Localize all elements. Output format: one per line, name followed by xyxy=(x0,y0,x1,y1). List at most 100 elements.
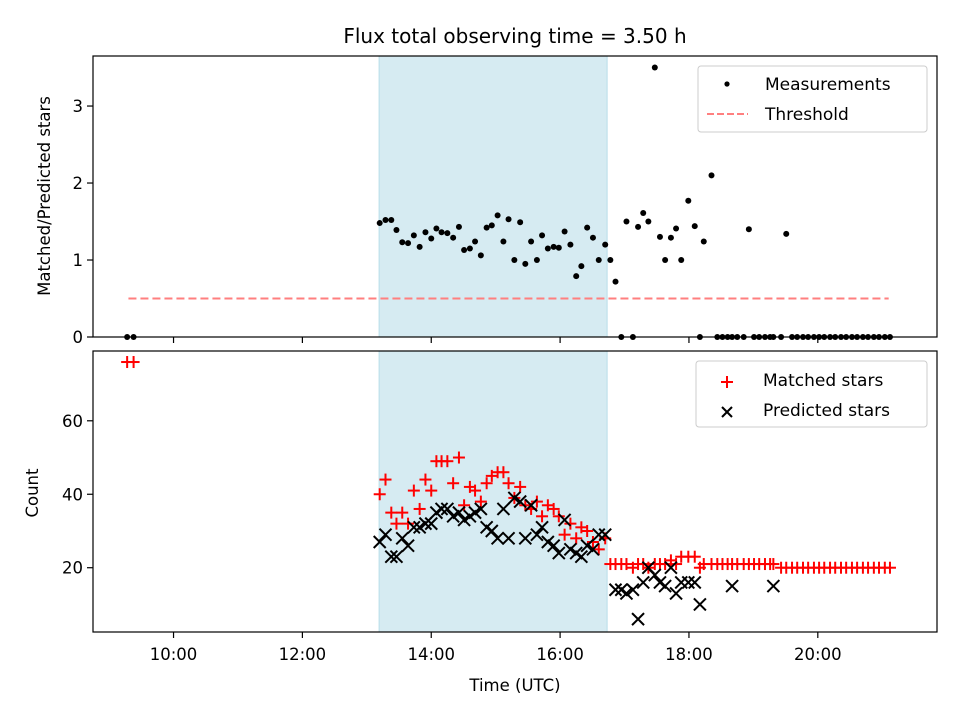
counts-legend-box xyxy=(695,360,928,428)
ratio-y-axis-label: Matched/Predicted stars xyxy=(35,96,54,296)
predicted-star-point xyxy=(592,527,606,542)
predicted-star-point xyxy=(574,549,589,564)
measurement-point xyxy=(444,230,451,237)
matched-star-point xyxy=(480,477,493,490)
predicted-star-point xyxy=(496,502,511,516)
measurement-point xyxy=(539,232,546,239)
matched-star-point xyxy=(447,477,460,490)
predicted-star-point xyxy=(541,535,555,549)
predicted-star-point xyxy=(389,549,404,564)
x-axis-label: Time (UTC) xyxy=(468,676,560,695)
predicted-star-point xyxy=(648,568,662,582)
xtick-label: 10:00 xyxy=(150,645,198,664)
matched-star-point xyxy=(564,517,577,530)
predicted-star-point xyxy=(766,579,781,593)
matched-star-point xyxy=(390,517,403,530)
predicted-star-point xyxy=(457,513,471,527)
ratio-ytick-label: 3 xyxy=(73,97,84,116)
predicted-star-point xyxy=(384,549,399,564)
predicted-star-point xyxy=(524,498,538,512)
measurement-point xyxy=(533,257,540,264)
measurement-point xyxy=(656,233,663,240)
matched-star-point xyxy=(425,484,438,497)
measurement-point xyxy=(455,223,462,230)
predicted-star-point xyxy=(424,516,438,531)
matched-star-point xyxy=(581,524,594,537)
matched-star-point xyxy=(396,506,409,519)
predicted-star-point xyxy=(418,516,433,531)
measurement-point xyxy=(685,197,692,204)
matched-star-point xyxy=(413,502,426,515)
predicted-star-point xyxy=(608,583,623,597)
predicted-star-point xyxy=(372,535,387,549)
measurement-point xyxy=(607,257,614,264)
measurement-point xyxy=(428,235,435,242)
predicted-star-point xyxy=(446,509,460,524)
legend-measurements-label: Measurements xyxy=(765,75,891,95)
predicted-star-point xyxy=(513,494,527,509)
measurement-point xyxy=(645,218,652,225)
measurement-point xyxy=(410,232,417,239)
measurement-point xyxy=(595,257,602,264)
predicted-star-point xyxy=(693,597,707,612)
measurement-point xyxy=(522,260,529,267)
predicted-star-point xyxy=(507,491,522,505)
predicted-star-point xyxy=(669,586,683,601)
predicted-star-point xyxy=(580,538,594,553)
measurement-point xyxy=(589,234,596,241)
predicted-stars-series xyxy=(372,491,781,626)
measurement-point xyxy=(662,257,669,264)
legend-matched-marker xyxy=(721,376,733,388)
predicted-star-point xyxy=(412,520,427,535)
measurement-point xyxy=(438,229,445,236)
measurement-point xyxy=(584,224,591,231)
matched-star-point xyxy=(536,510,549,523)
measurement-point xyxy=(422,229,429,236)
predicted-star-point xyxy=(688,575,702,590)
measurement-point xyxy=(388,216,395,223)
predicted-star-point xyxy=(452,505,466,520)
measurement-point xyxy=(612,278,619,285)
counts-ytick-label: 60 xyxy=(62,412,83,431)
matched-star-point xyxy=(379,473,392,486)
measurement-point xyxy=(433,225,440,232)
matched-star-point xyxy=(558,528,571,541)
predicted-star-point xyxy=(440,502,455,516)
counts-y-axis-label: Count xyxy=(23,468,42,518)
measurement-point xyxy=(640,210,647,217)
measurement-point xyxy=(691,223,698,230)
measurement-point xyxy=(405,240,412,247)
measurement-point xyxy=(477,252,484,259)
predicted-star-point xyxy=(552,546,566,560)
predicted-star-point xyxy=(395,531,409,546)
matched-star-point xyxy=(883,561,896,574)
predicted-star-point xyxy=(626,583,640,597)
matched-star-point xyxy=(688,550,701,563)
xtick-label: 16:00 xyxy=(536,645,584,664)
counts-ytick-label: 20 xyxy=(62,559,83,578)
predicted-star-point xyxy=(557,513,572,527)
measurement-point xyxy=(494,212,501,219)
measurement-point xyxy=(500,238,507,245)
measurement-point xyxy=(517,219,524,226)
predicted-star-point xyxy=(490,531,505,546)
matched-star-point xyxy=(497,466,510,479)
counts-panel: 20 40 60 10:00 12:00 14:00 16:00 18:00 20:00 Co… xyxy=(23,350,938,695)
predicted-star-point xyxy=(681,575,696,590)
legend-measurements-marker xyxy=(724,81,730,87)
predicted-star-point xyxy=(474,502,488,516)
matched-star-point xyxy=(502,477,515,490)
measurement-point xyxy=(700,238,707,245)
measurement-point xyxy=(528,238,535,245)
measurement-point xyxy=(673,225,680,232)
predicted-star-point xyxy=(434,502,449,516)
measurement-point xyxy=(555,244,562,251)
matched-star-point xyxy=(419,473,432,486)
predicted-star-point xyxy=(636,575,650,590)
measurement-point xyxy=(667,234,674,241)
measurement-point xyxy=(578,263,585,270)
predicted-star-point xyxy=(468,505,482,520)
measurement-point xyxy=(399,239,406,246)
predicted-star-point xyxy=(725,579,739,593)
measurement-point xyxy=(511,257,518,264)
